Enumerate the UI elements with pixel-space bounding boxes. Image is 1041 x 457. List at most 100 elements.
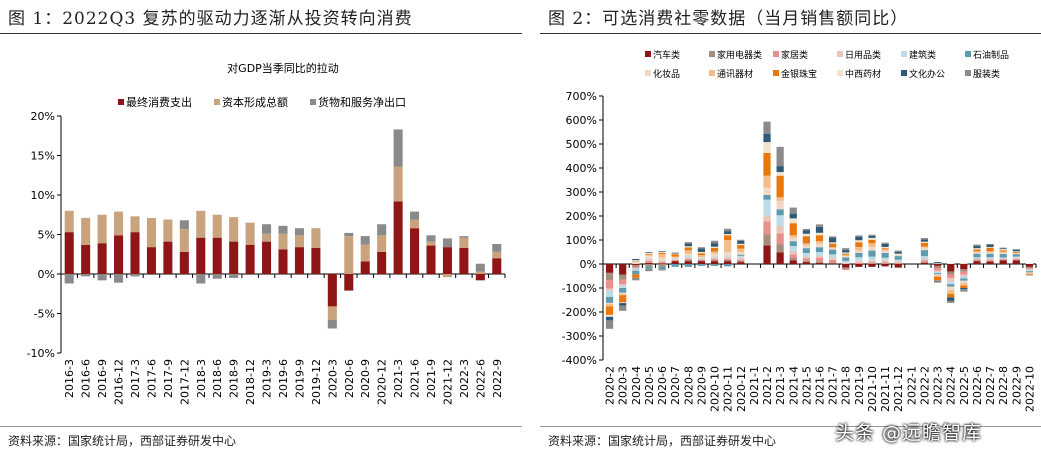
bar-segment (933, 263, 942, 264)
bar-segment (920, 241, 929, 243)
bar-segment (684, 256, 692, 258)
bar-segment (619, 303, 627, 306)
bar-segment (789, 213, 797, 219)
bar-segment (710, 246, 719, 248)
bar-segment (196, 210, 206, 238)
x-tick-label: 2022-3 (458, 359, 471, 398)
y-tick-label: 10% (31, 189, 55, 202)
bar-segment (658, 260, 666, 261)
bar-segment (986, 253, 994, 258)
bar-segment (632, 258, 640, 261)
bar-segment (842, 256, 850, 258)
bar-segment (920, 261, 929, 263)
bar-segment (829, 242, 837, 244)
bar-segment (776, 233, 784, 245)
bar-segment (658, 254, 666, 258)
bar-segment (842, 262, 850, 264)
bar-segment (737, 248, 745, 253)
bar-segment (855, 264, 863, 267)
bar-segment (605, 272, 614, 281)
x-tick-label: 2018-9 (228, 359, 241, 398)
x-tick-label: 2017-3 (129, 359, 142, 398)
bar-segment (881, 260, 889, 263)
left-source-rule (0, 426, 522, 427)
bar-segment (645, 255, 653, 259)
x-tick-label: 2022-7 (984, 366, 997, 405)
bar-segment (658, 262, 666, 264)
bar-segment (894, 259, 902, 262)
x-tick-label: 2019-12 (310, 359, 323, 405)
bar-segment (933, 270, 942, 272)
bar-segment (999, 253, 1007, 258)
bar-segment (815, 243, 824, 248)
x-tick-label: 2021-3 (392, 359, 405, 398)
bar-segment (829, 243, 837, 248)
y-tick-label: 600% (566, 114, 597, 127)
bar-segment (344, 236, 354, 274)
bar-segment (960, 288, 968, 290)
bar-segment (671, 257, 679, 259)
bar-segment (829, 236, 837, 238)
bar-segment (776, 209, 784, 216)
bar-segment (697, 259, 706, 261)
bar-segment (789, 250, 797, 255)
bar-segment (1025, 273, 1034, 275)
left-figure-heading: 图 1：2022Q3 复苏的驱动力逐渐从投资转向消费 (8, 9, 413, 29)
bar-segment (1012, 249, 1020, 252)
bar-segment (776, 146, 784, 167)
bar-segment (763, 142, 771, 153)
bar-segment (763, 152, 771, 176)
bar-segment (229, 274, 239, 278)
bar-segment (632, 274, 640, 278)
bar-segment (999, 259, 1007, 261)
bar-segment (763, 194, 771, 200)
bar-segment (619, 295, 627, 303)
bar-segment (97, 214, 107, 244)
bar-segment (360, 244, 370, 262)
bar-segment (763, 221, 771, 235)
bar-segment (868, 235, 876, 238)
bar-segment (605, 290, 614, 297)
bar-segment (442, 247, 452, 274)
bar-segment (933, 273, 942, 275)
bar-segment (789, 235, 797, 238)
bar-segment (947, 293, 955, 298)
bar-segment (697, 258, 706, 259)
bar-segment (829, 259, 837, 263)
legend-swatch (773, 70, 779, 76)
bar-segment (724, 258, 732, 260)
bar-segment (393, 129, 403, 167)
bar-segment (802, 256, 810, 259)
bar-segment (973, 260, 981, 262)
bar-segment (130, 274, 140, 277)
bar-segment (1025, 274, 1034, 276)
legend-swatch (773, 51, 779, 57)
bar-segment (999, 247, 1007, 249)
bar-segment (360, 236, 370, 245)
bar-segment (960, 271, 968, 275)
x-tick-label: 2022-4 (945, 366, 958, 405)
legend-label: 建筑类 (909, 49, 936, 61)
bar-segment (619, 279, 627, 285)
bar-segment (933, 268, 942, 271)
bar-segment (724, 228, 732, 232)
bar-segment (763, 121, 771, 134)
bar-segment (671, 259, 679, 261)
bar-segment (724, 240, 732, 252)
bar-segment (645, 258, 653, 259)
bar-segment (697, 258, 706, 260)
bar-segment (1012, 253, 1020, 255)
x-tick-label: 2021-10 (866, 366, 879, 412)
bar-segment (789, 258, 797, 261)
legend-label: 中西药材 (845, 68, 881, 80)
bar-segment (710, 258, 719, 260)
bar-segment (947, 290, 955, 294)
bar-segment (973, 257, 981, 259)
bar-segment (645, 262, 653, 264)
bar-segment (81, 244, 91, 274)
bar-segment (684, 253, 692, 257)
bar-segment (933, 276, 942, 281)
x-tick-label: 2016-12 (113, 359, 126, 405)
legend-label: 资本形成总额 (222, 95, 288, 109)
bar-segment (1025, 266, 1034, 269)
